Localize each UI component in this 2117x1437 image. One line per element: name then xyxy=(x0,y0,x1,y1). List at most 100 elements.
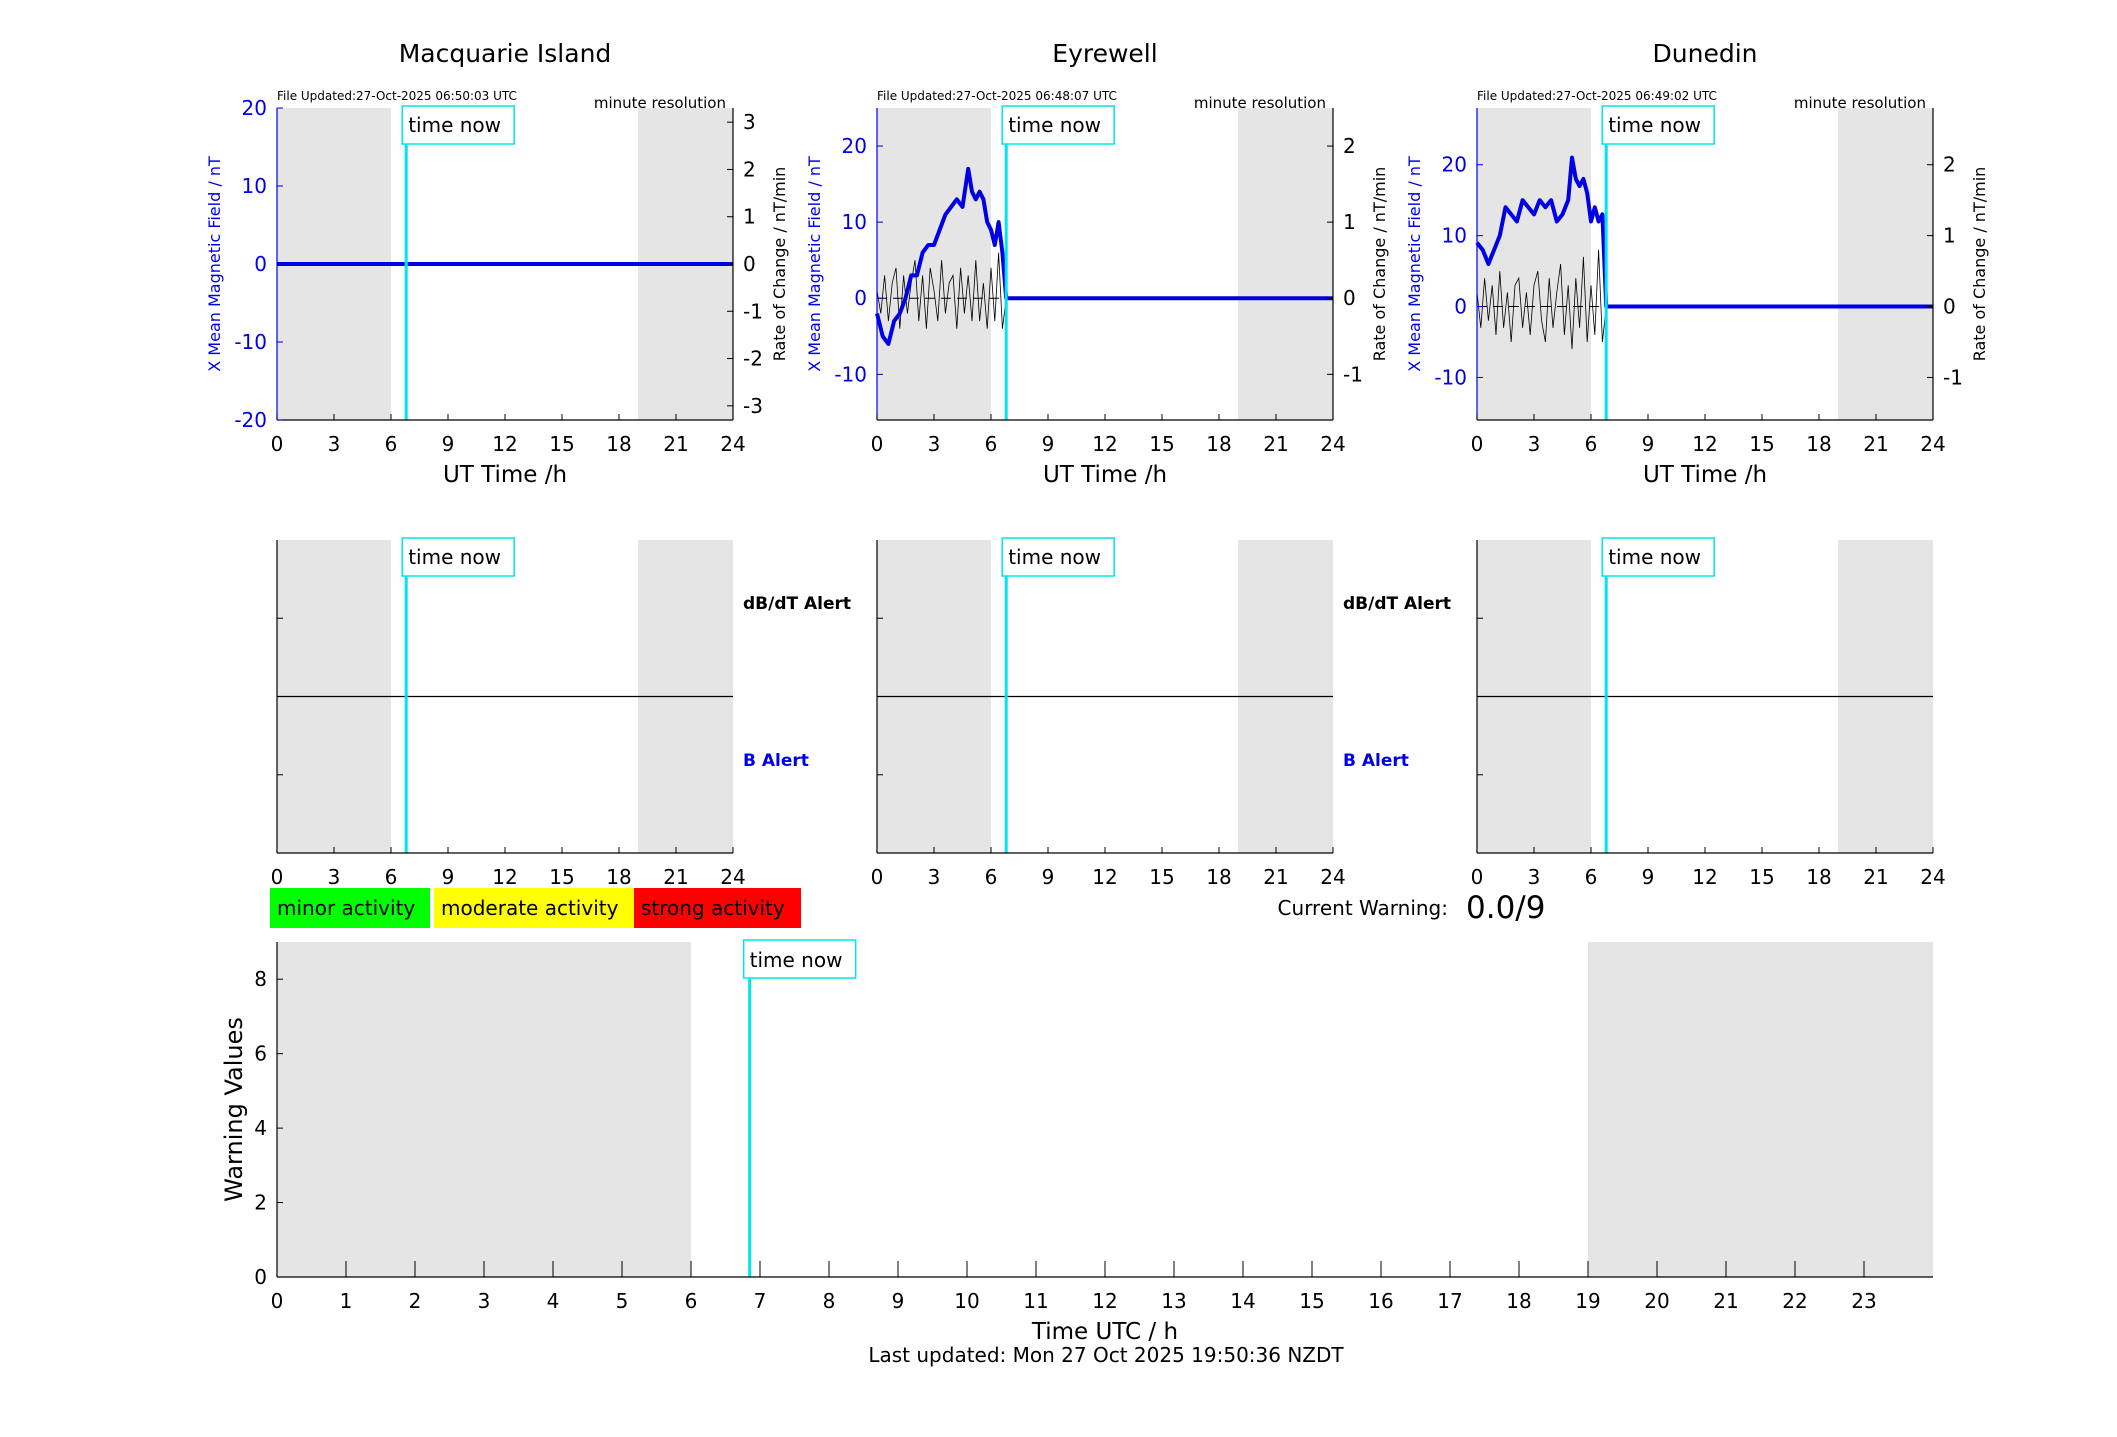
x-tick-label: 12 xyxy=(1092,865,1117,889)
x-tick-label: 23 xyxy=(1851,1289,1876,1313)
legend-swatch-strong xyxy=(634,888,801,928)
x-tick-label: 1 xyxy=(340,1289,353,1313)
x-tick-label: 22 xyxy=(1782,1289,1807,1313)
left-tick-label: -10 xyxy=(834,362,867,386)
x-tick-label: 0 xyxy=(1471,865,1484,889)
legend-swatch-moderate xyxy=(434,888,634,928)
legend-label-minor: minor activity xyxy=(277,896,415,920)
resolution-label: minute resolution xyxy=(594,94,726,112)
x-tick-label: 3 xyxy=(328,865,341,889)
right-tick-label: -1 xyxy=(1943,365,1963,389)
time-now-box xyxy=(1001,537,1115,577)
y-tick-label: 6 xyxy=(254,1042,267,1066)
b-alert-label: B Alert xyxy=(743,751,809,771)
file-updated-label: File Updated:27-Oct-2025 06:50:03 UTC xyxy=(277,89,517,103)
right-tick-label: 1 xyxy=(1943,224,1956,248)
right-tick-label: 1 xyxy=(743,205,756,229)
time-now-label: time now xyxy=(408,545,501,569)
time-now-label: time now xyxy=(1008,113,1101,137)
left-tick-label: 10 xyxy=(842,210,867,234)
x-tick-label: 9 xyxy=(442,432,455,456)
x-tick-label: 9 xyxy=(1642,865,1655,889)
x-tick-label: 10 xyxy=(954,1289,979,1313)
right-tick-label: 0 xyxy=(1943,295,1956,319)
x-tick-label: 24 xyxy=(1320,432,1345,456)
x-tick-label: 18 xyxy=(1506,1289,1531,1313)
resolution-label: minute resolution xyxy=(1194,94,1326,112)
legend-swatch-minor xyxy=(270,888,430,928)
night-shade xyxy=(1838,108,1933,420)
rate-of-change-line xyxy=(876,252,1333,329)
x-tick-label: 9 xyxy=(442,865,455,889)
x-tick-label: 15 xyxy=(1149,432,1174,456)
x-tick-label: 21 xyxy=(1863,865,1888,889)
night-shade xyxy=(1588,942,1933,1277)
x-tick-label: 4 xyxy=(547,1289,560,1313)
x-tick-label: 0 xyxy=(871,432,884,456)
time-now-label: time now xyxy=(750,948,843,972)
left-tick-label: 20 xyxy=(842,134,867,158)
legend-label-strong: strong activity xyxy=(641,896,785,920)
x-tick-label: 11 xyxy=(1023,1289,1048,1313)
x-tick-label: 21 xyxy=(1263,432,1288,456)
night-shade xyxy=(1477,108,1591,420)
left-axis-label: X Mean Magnetic Field / nT xyxy=(205,156,224,372)
x-tick-label: 13 xyxy=(1161,1289,1186,1313)
alert-panel-2: time now 0 3 6 9 12 15 18 21 24 xyxy=(1471,537,1946,889)
x-tick-label: 0 xyxy=(271,432,284,456)
x-tick-label: 21 xyxy=(1263,865,1288,889)
x-axis-label: UT Time /h xyxy=(1643,462,1767,488)
x-tick-label: 12 xyxy=(1092,1289,1117,1313)
file-updated-label: File Updated:27-Oct-2025 06:48:07 UTC xyxy=(877,89,1117,103)
alert-plots: time now 0 3 6 9 12 15 18 21 24 dB/dT Alert B Alert… xyxy=(271,537,1946,889)
activity-legend: minor activity moderate activity strong ac… xyxy=(270,888,1545,928)
night-shade xyxy=(1238,108,1333,420)
alert-panel-1: time now 0 3 6 9 12 15 18 21 24 dB/dT Alert B Alert xyxy=(871,537,1451,889)
x-tick-label: 6 xyxy=(1585,865,1598,889)
footer-last-updated: Last updated: Mon 27 Oct 2025 19:50:36 N… xyxy=(868,1343,1344,1367)
y-tick-label: 4 xyxy=(254,1116,267,1140)
time-now-box xyxy=(742,939,857,979)
x-tick-label: 18 xyxy=(1806,432,1831,456)
time-now-label: time now xyxy=(1608,545,1701,569)
x-tick-label: 15 xyxy=(1149,865,1174,889)
x-tick-label: 12 xyxy=(492,432,517,456)
left-tick-label: 0 xyxy=(1454,295,1467,319)
x-tick-label: 6 xyxy=(985,865,998,889)
current-warning-value: 0.0/9 xyxy=(1466,890,1545,926)
right-tick-label: 1 xyxy=(1343,210,1356,234)
y-tick-label: 8 xyxy=(254,967,267,991)
right-tick-label: -1 xyxy=(743,299,763,323)
x-tick-label: 15 xyxy=(1749,865,1774,889)
right-axis-label: Rate of Change / nT/min xyxy=(1970,167,1989,362)
x-tick-label: 14 xyxy=(1230,1289,1255,1313)
x-tick-label: 15 xyxy=(1299,1289,1324,1313)
time-now-box xyxy=(401,105,515,145)
left-axis-label: X Mean Magnetic Field / nT xyxy=(1405,156,1424,372)
night-shade xyxy=(877,108,991,420)
right-tick-label: 2 xyxy=(1943,153,1956,177)
x-tick-label: 21 xyxy=(663,432,688,456)
right-tick-label: -1 xyxy=(1343,362,1363,386)
x-tick-label: 9 xyxy=(1642,432,1655,456)
file-updated-label: File Updated:27-Oct-2025 06:49:02 UTC xyxy=(1477,89,1717,103)
time-now-box xyxy=(1601,537,1715,577)
x-tick-label: 0 xyxy=(271,1289,284,1313)
right-tick-label: 2 xyxy=(743,157,756,181)
dbdt-alert-label: dB/dT Alert xyxy=(743,594,851,614)
x-tick-label: 24 xyxy=(720,865,745,889)
y-axis-label: Warning Values xyxy=(220,1017,248,1202)
time-now-box xyxy=(401,537,515,577)
x-axis-label: UT Time /h xyxy=(1043,462,1167,488)
right-axis-label: Rate of Change / nT/min xyxy=(1370,167,1389,362)
x-tick-label: 3 xyxy=(928,432,941,456)
x-tick-label: 3 xyxy=(928,865,941,889)
x-axis-label: Time UTC / h xyxy=(1031,1319,1178,1345)
x-tick-label: 24 xyxy=(1920,432,1945,456)
x-tick-label: 21 xyxy=(663,865,688,889)
x-tick-label: 6 xyxy=(685,1289,698,1313)
